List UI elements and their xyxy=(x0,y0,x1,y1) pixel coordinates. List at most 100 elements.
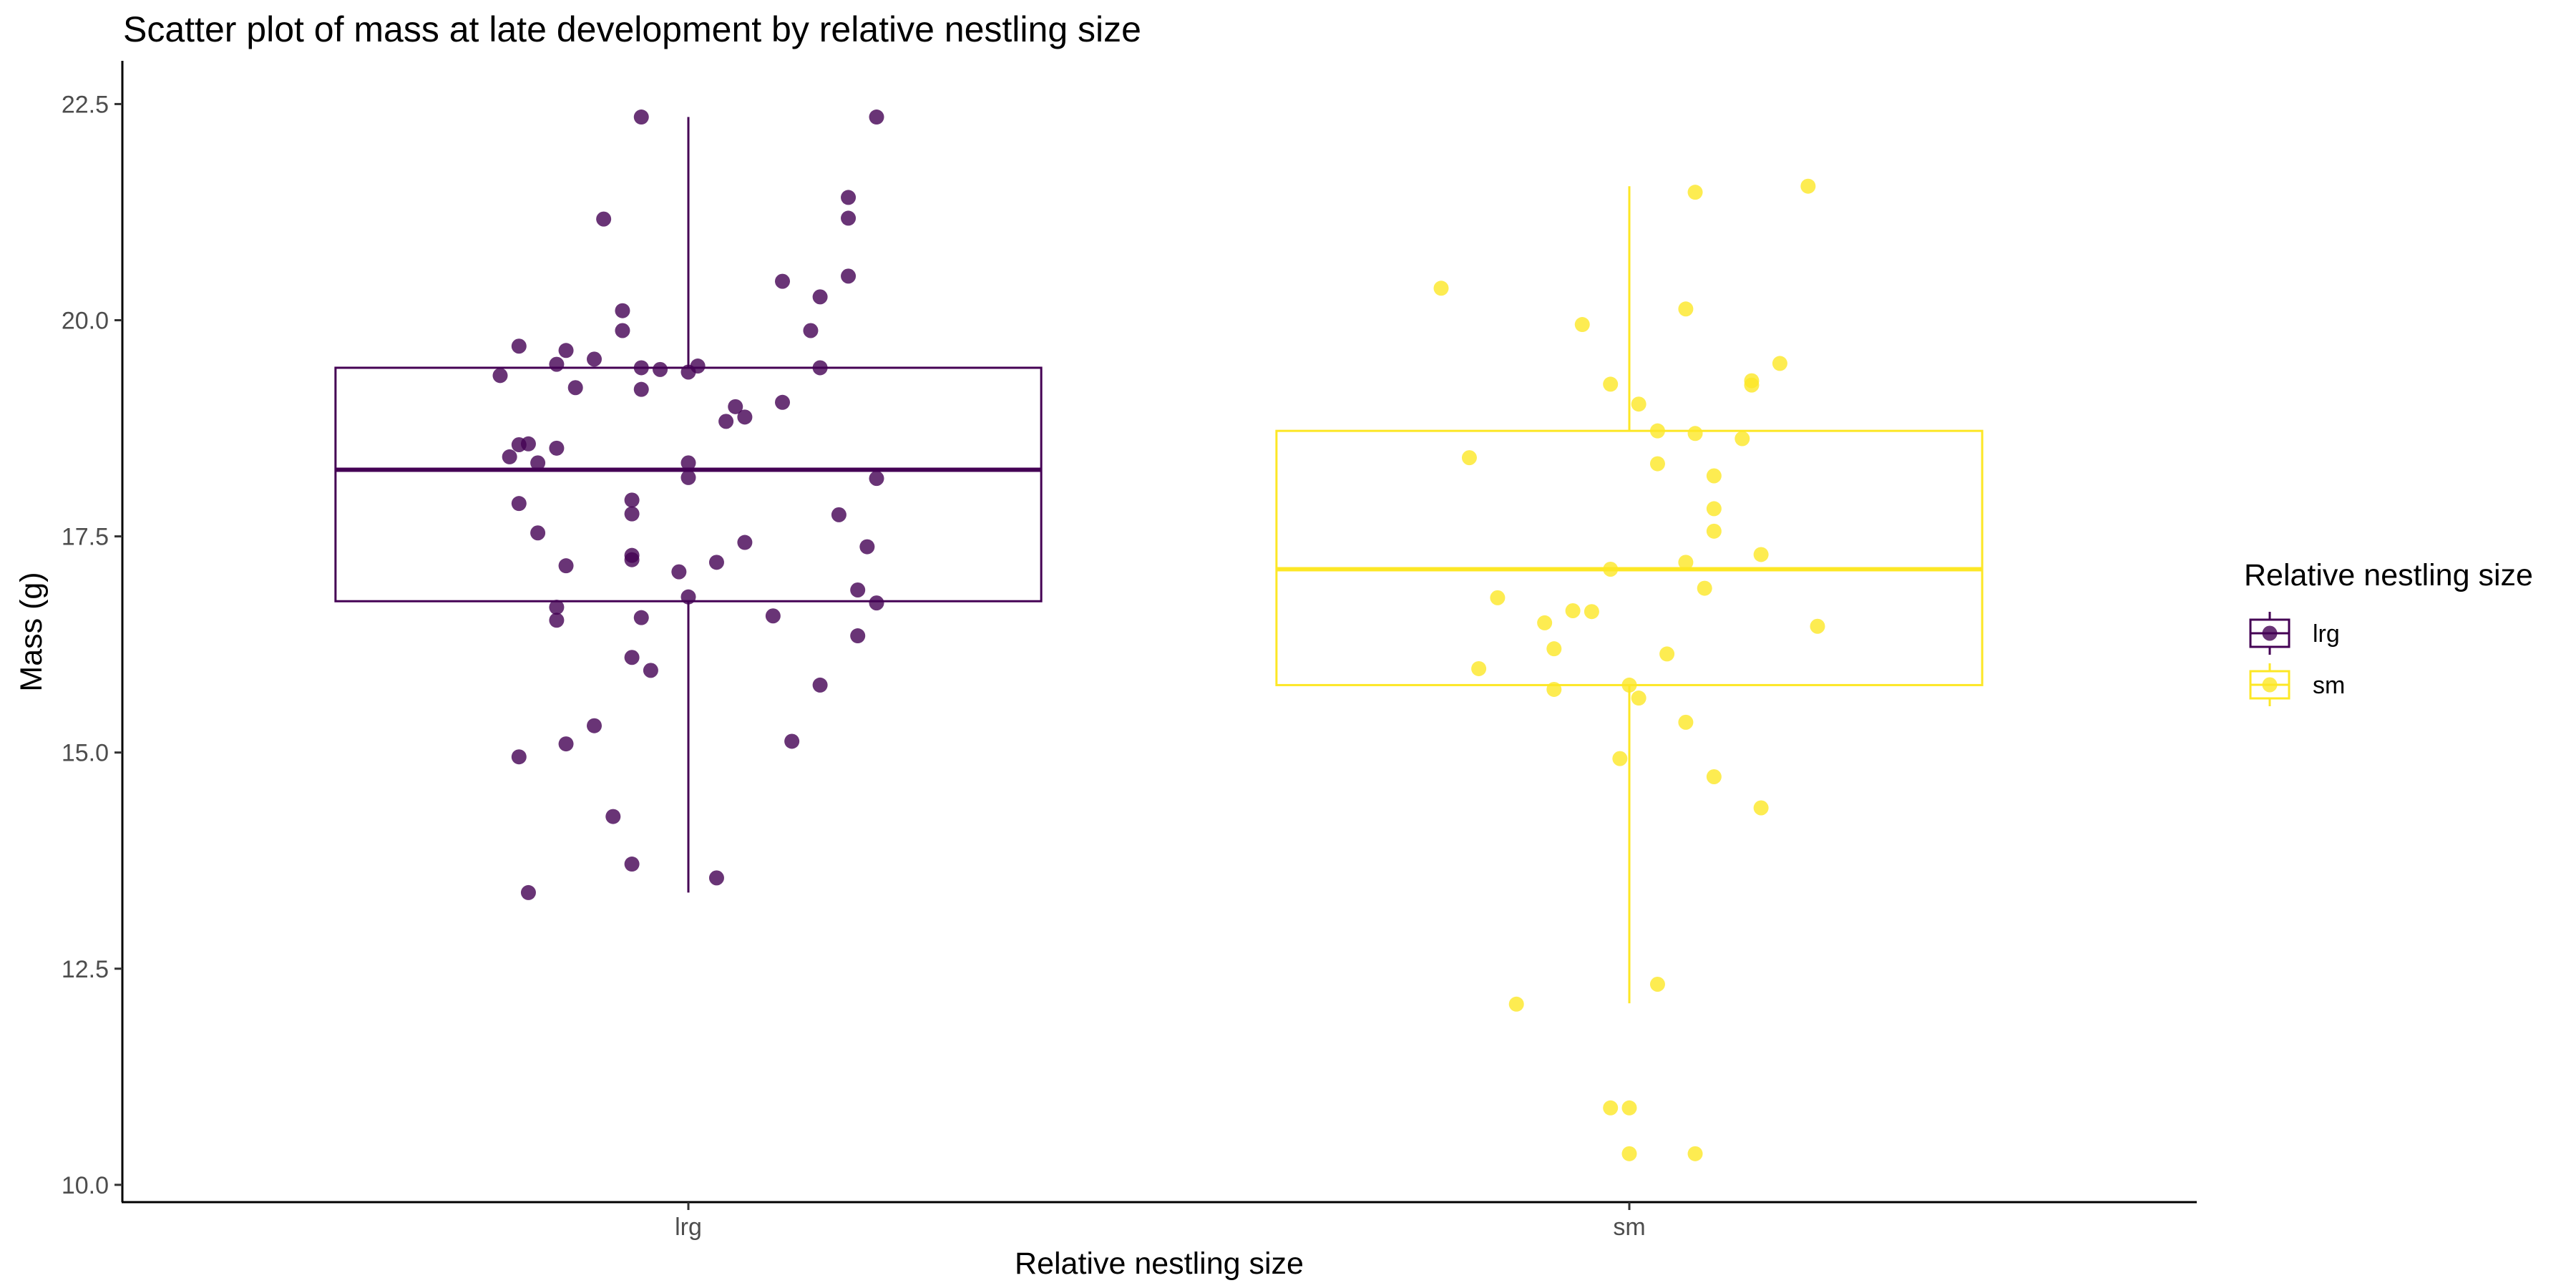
data-point-lrg xyxy=(680,455,696,471)
y-tick-label: 12.5 xyxy=(62,956,109,983)
data-point-sm xyxy=(1490,590,1506,605)
data-point-sm xyxy=(1735,431,1750,447)
data-point-lrg xyxy=(737,409,753,425)
data-point-lrg xyxy=(680,364,696,380)
data-point-lrg xyxy=(812,677,828,693)
y-axis-title: Mass (g) xyxy=(14,572,49,691)
y-tick-label: 17.5 xyxy=(62,524,109,551)
data-point-lrg xyxy=(587,351,602,367)
data-point-sm xyxy=(1584,604,1599,620)
data-point-sm xyxy=(1603,376,1619,392)
y-tick-label: 15.0 xyxy=(62,740,109,767)
data-point-sm xyxy=(1631,396,1646,412)
data-point-lrg xyxy=(708,555,724,570)
data-point-lrg xyxy=(530,455,546,471)
legend-label-sm: sm xyxy=(2313,672,2345,699)
x-axis-title: Relative nestling size xyxy=(1015,1246,1304,1281)
data-point-sm xyxy=(1621,677,1637,693)
data-point-sm xyxy=(1678,555,1694,570)
data-point-sm xyxy=(1537,615,1553,630)
data-point-lrg xyxy=(530,525,546,541)
plot-area xyxy=(334,109,1984,1161)
data-point-sm xyxy=(1800,178,1816,194)
data-point-sm xyxy=(1753,547,1769,562)
data-point-sm xyxy=(1687,426,1703,441)
data-point-lrg xyxy=(869,109,884,125)
legend-label-lrg: lrg xyxy=(2313,620,2340,648)
data-point-sm xyxy=(1631,691,1646,706)
data-point-lrg xyxy=(841,210,857,226)
data-point-lrg xyxy=(633,360,649,376)
boxplot-sm xyxy=(1275,186,1984,1004)
data-point-lrg xyxy=(850,628,866,644)
data-point-lrg xyxy=(520,436,536,452)
data-point-lrg xyxy=(841,268,857,284)
data-point-lrg xyxy=(803,323,819,338)
data-point-lrg xyxy=(643,663,658,678)
data-point-lrg xyxy=(737,535,753,550)
data-point-lrg xyxy=(812,289,828,305)
data-point-sm xyxy=(1753,800,1769,816)
legend-item-lrg: lrg xyxy=(2249,612,2340,655)
chart-title: Scatter plot of mass at late development… xyxy=(123,9,1141,49)
data-point-lrg xyxy=(549,440,565,456)
data-point-lrg xyxy=(869,595,884,611)
data-point-lrg xyxy=(549,600,565,615)
data-point-lrg xyxy=(492,368,508,384)
data-point-lrg xyxy=(680,589,696,605)
data-point-lrg xyxy=(596,211,612,227)
legend-key-point xyxy=(2262,677,2278,693)
data-point-lrg xyxy=(671,564,687,580)
data-point-sm xyxy=(1508,996,1524,1012)
data-point-lrg xyxy=(549,356,565,372)
data-point-lrg xyxy=(615,323,630,338)
data-point-lrg xyxy=(841,190,857,205)
data-point-sm xyxy=(1649,456,1665,472)
data-point-lrg xyxy=(812,360,828,376)
y-axis-ticks: 10.0 12.5 15.0 17.5 20.0 22.5 xyxy=(62,91,122,1199)
data-point-lrg xyxy=(680,469,696,485)
data-point-lrg xyxy=(775,273,790,289)
data-point-sm xyxy=(1621,1146,1637,1161)
y-tick-label: 10.0 xyxy=(62,1172,109,1199)
data-point-lrg xyxy=(558,736,574,752)
legend-title: Relative nestling size xyxy=(2244,558,2533,592)
data-point-lrg xyxy=(850,582,866,597)
data-point-sm xyxy=(1706,468,1722,484)
data-point-sm xyxy=(1678,714,1694,730)
data-point-sm xyxy=(1546,641,1562,657)
data-point-lrg xyxy=(549,613,565,628)
data-point-lrg xyxy=(708,870,724,886)
legend: Relative nestling size lrg sm xyxy=(2244,558,2533,706)
data-point-lrg xyxy=(558,558,574,574)
data-point-lrg xyxy=(587,718,602,733)
data-point-lrg xyxy=(520,884,536,900)
data-point-sm xyxy=(1603,1100,1619,1116)
data-point-lrg xyxy=(624,492,640,508)
data-point-sm xyxy=(1612,751,1628,766)
data-point-sm xyxy=(1687,1146,1703,1161)
data-point-sm xyxy=(1574,317,1590,333)
data-point-sm xyxy=(1772,356,1787,371)
data-point-sm xyxy=(1659,646,1675,662)
data-point-sm xyxy=(1697,580,1712,596)
data-point-lrg xyxy=(831,507,847,522)
data-point-sm xyxy=(1744,377,1760,393)
data-point-lrg xyxy=(511,496,527,512)
x-tick-label: lrg xyxy=(675,1214,702,1241)
data-point-sm xyxy=(1706,501,1722,517)
data-point-lrg xyxy=(633,610,649,625)
data-point-lrg xyxy=(728,399,743,414)
data-point-sm xyxy=(1433,280,1449,296)
boxplot-lrg xyxy=(334,117,1043,893)
data-point-sm xyxy=(1678,301,1694,317)
data-point-sm xyxy=(1687,185,1703,200)
data-point-lrg xyxy=(615,303,630,318)
data-point-lrg xyxy=(633,109,649,125)
x-axis-ticks: lrg sm xyxy=(675,1202,1646,1241)
legend-key-point xyxy=(2262,625,2278,641)
data-point-lrg xyxy=(869,471,884,487)
x-tick-label: sm xyxy=(1613,1214,1645,1241)
data-point-lrg xyxy=(511,338,527,354)
